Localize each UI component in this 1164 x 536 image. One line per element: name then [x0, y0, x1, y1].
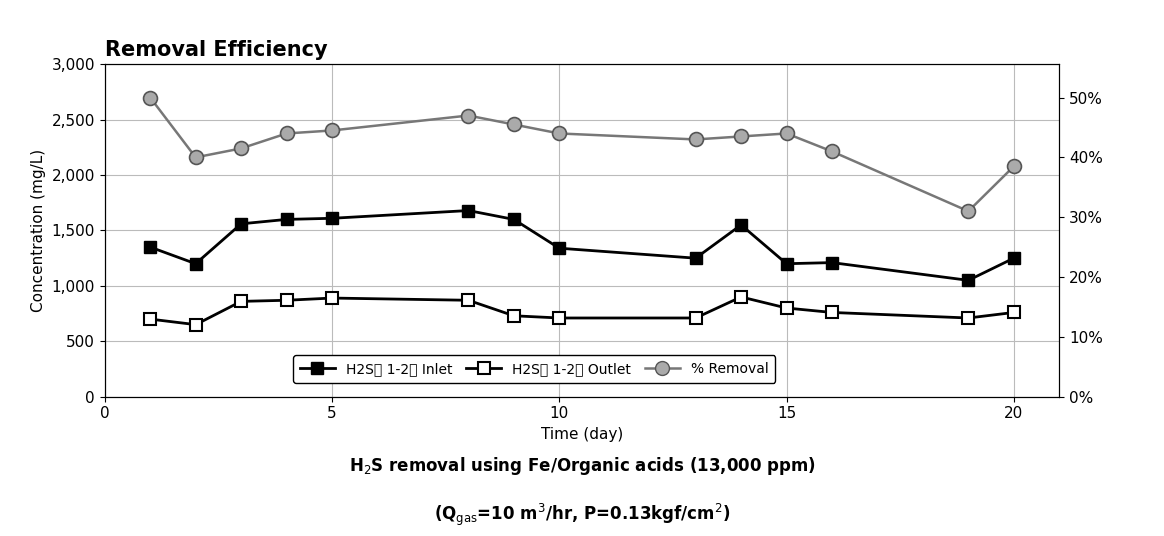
Text: H$_2$S removal using Fe/Organic acids (13,000 ppm): H$_2$S removal using Fe/Organic acids (1…: [348, 455, 816, 478]
Legend: H2S용 1-2단 Inlet, H2S용 1-2단 Outlet, % Removal: H2S용 1-2단 Inlet, H2S용 1-2단 Outlet, % Rem…: [293, 355, 775, 383]
Text: (Q$_{\mathrm{gas}}$=10 m$^{3}$/hr, P=0.13kgf/cm$^{2}$): (Q$_{\mathrm{gas}}$=10 m$^{3}$/hr, P=0.1…: [434, 501, 730, 528]
X-axis label: Time (day): Time (day): [541, 427, 623, 442]
Text: Removal Efficiency: Removal Efficiency: [105, 40, 327, 60]
Y-axis label: Concentration (mg/L): Concentration (mg/L): [31, 149, 47, 312]
